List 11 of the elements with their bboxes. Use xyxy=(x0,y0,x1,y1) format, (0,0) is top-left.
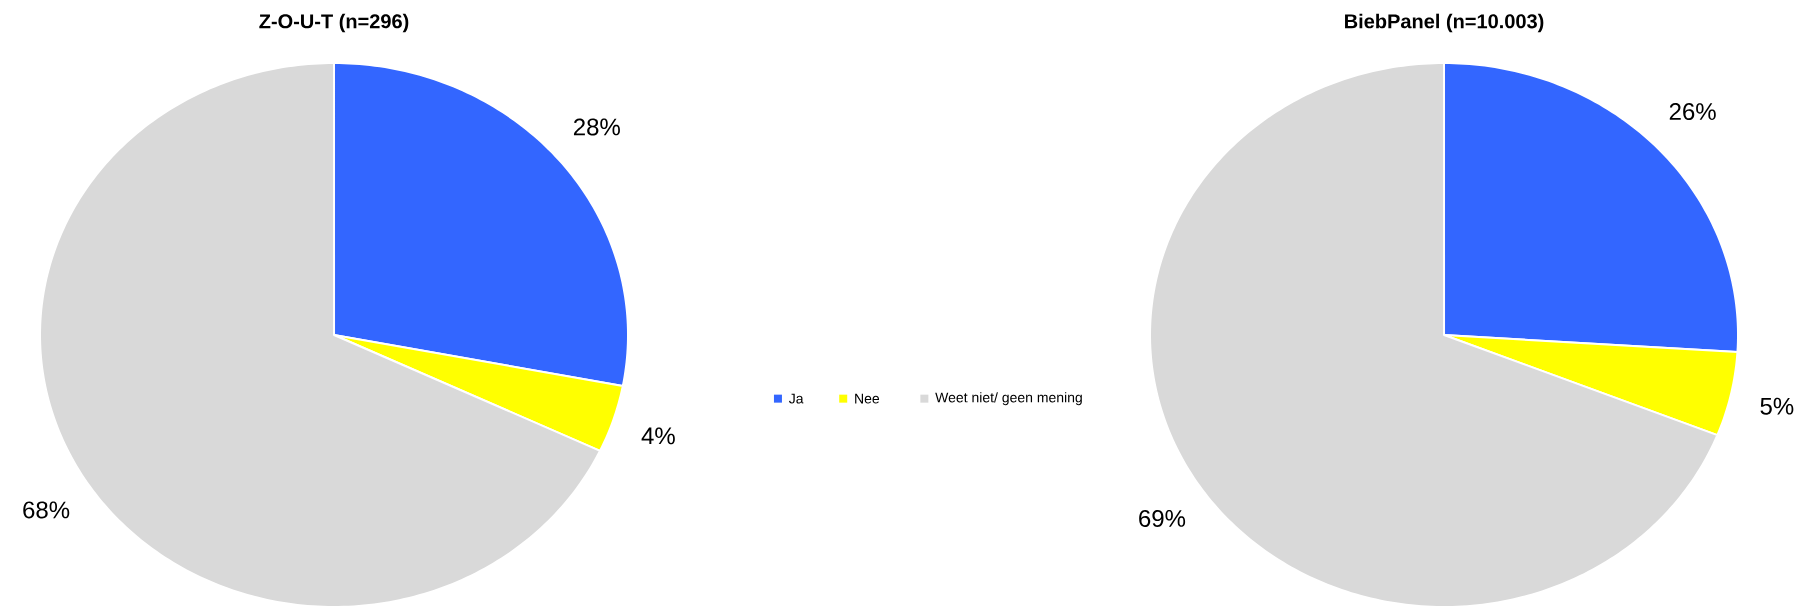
chart-title: Z-O-U-T (n=296) xyxy=(259,13,409,33)
chart-title: BiebPanel (n=10.003) xyxy=(1345,13,1544,33)
data-label: 28% xyxy=(573,118,620,136)
legend-label: Nee xyxy=(855,393,880,404)
data-label: 5% xyxy=(1760,397,1794,415)
data-label: 26% xyxy=(1669,103,1716,121)
legend-label: Weet niet/ geen mening xyxy=(935,392,1082,406)
data-label: 68% xyxy=(23,501,70,519)
legend-label: Ja xyxy=(788,393,804,404)
data-label: 69% xyxy=(1139,509,1186,527)
data-label: 4% xyxy=(641,427,675,445)
